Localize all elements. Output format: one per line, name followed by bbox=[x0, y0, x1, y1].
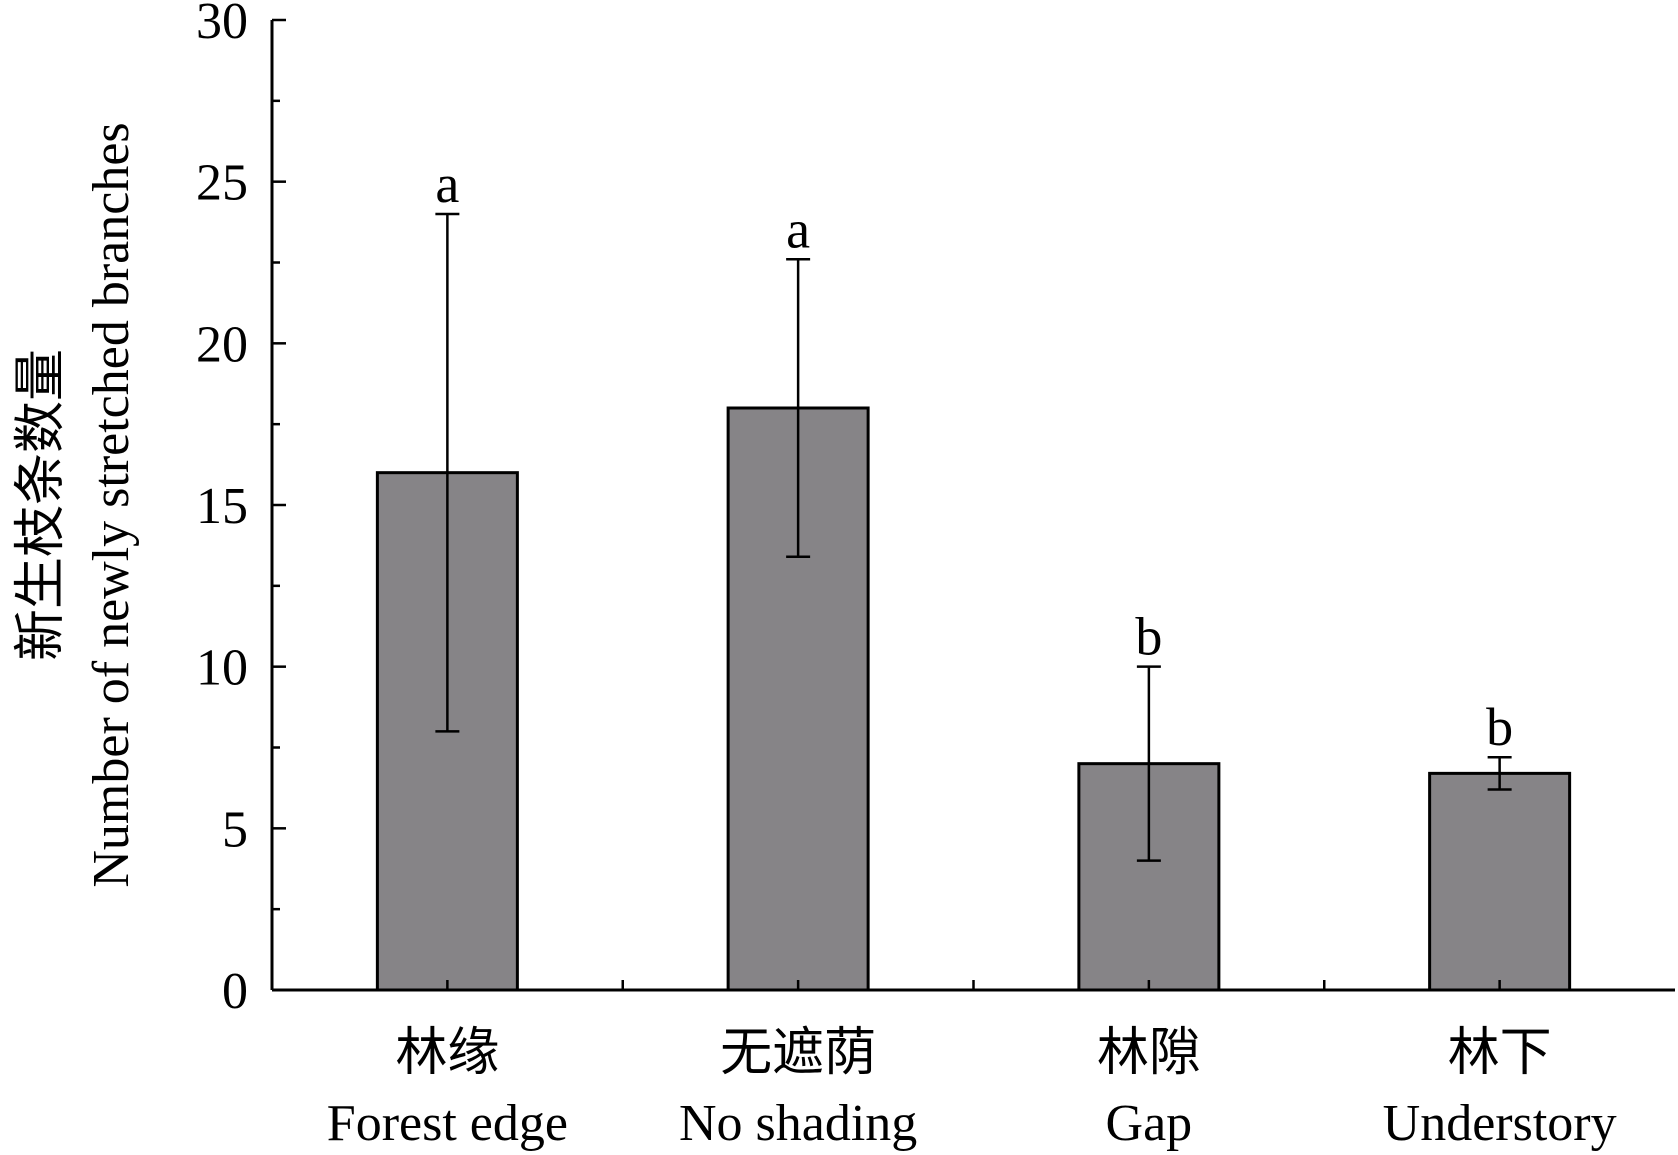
axes-layer bbox=[270, 18, 1675, 992]
significance-label: b bbox=[1486, 697, 1513, 757]
y-tick-label: 15 bbox=[196, 478, 248, 535]
bars-layer bbox=[375, 406, 1572, 992]
y-tick-label: 10 bbox=[196, 640, 248, 697]
y-tick-label: 0 bbox=[222, 963, 248, 1020]
category-label-zh: 林缘 bbox=[395, 1025, 499, 1082]
significance-label: b bbox=[1135, 607, 1162, 667]
bar bbox=[1428, 771, 1572, 992]
category-label-en: Gap bbox=[1106, 1095, 1193, 1152]
significance-label: a bbox=[786, 199, 810, 259]
significance-label: a bbox=[435, 154, 459, 214]
category-label-zh: 林隙 bbox=[1097, 1025, 1201, 1082]
category-label-en: Understory bbox=[1383, 1095, 1617, 1152]
category-label-zh: 林下 bbox=[1448, 1025, 1552, 1082]
category-label-zh: 无遮荫 bbox=[720, 1025, 876, 1082]
y-tick-label: 25 bbox=[196, 155, 248, 212]
error-bars-layer bbox=[435, 212, 1512, 862]
y-axis-label-zh: 新生枝条数量 bbox=[13, 349, 70, 661]
category-label-en: No shading bbox=[679, 1095, 917, 1152]
y-tick-label: 30 bbox=[196, 0, 248, 50]
y-axis-label-en: Number of newly stretched branches bbox=[83, 122, 140, 887]
labels-layer: a 林缘 Forest edge a 无遮荫 No shading b 林隙 Gap b 林下 Und… bbox=[13, 0, 1617, 1152]
y-tick-label: 5 bbox=[222, 801, 248, 858]
y-tick-label: 20 bbox=[196, 316, 248, 373]
category-label-en: Forest edge bbox=[327, 1095, 568, 1152]
